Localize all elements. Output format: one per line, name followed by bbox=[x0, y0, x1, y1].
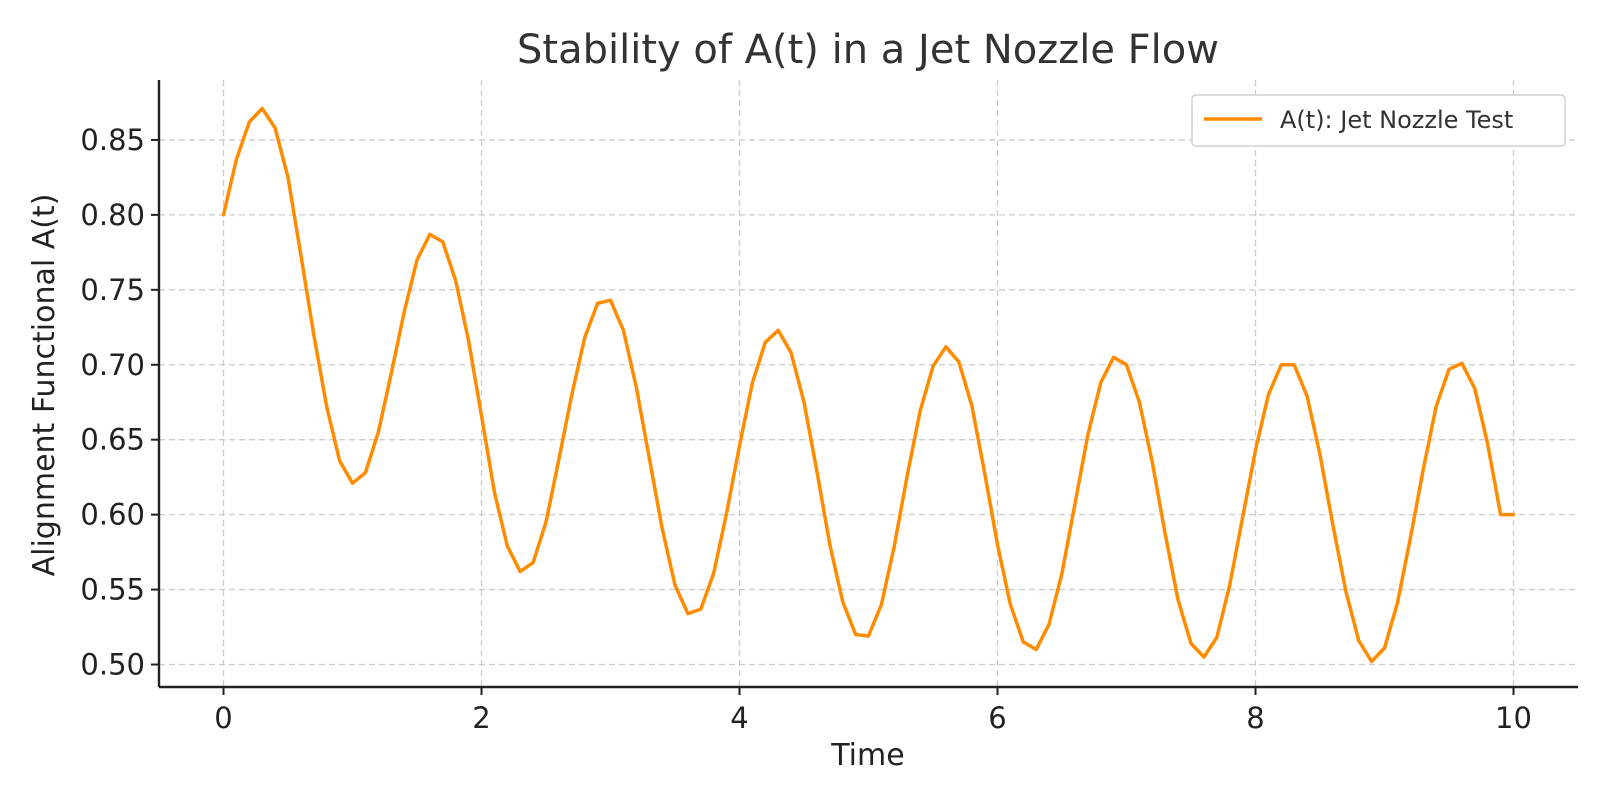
y-tick-label: 0.60 bbox=[80, 498, 145, 532]
x-tick-label: 0 bbox=[214, 701, 232, 735]
series-line bbox=[221, 106, 1516, 664]
legend-box bbox=[1191, 94, 1566, 147]
y-axis-label: Alignment Functional A(t) bbox=[27, 194, 62, 577]
x-tick-label: 6 bbox=[988, 701, 1006, 735]
legend: A(t): Jet Nozzle Test bbox=[1191, 94, 1566, 147]
x-tick-label: 2 bbox=[472, 701, 490, 735]
x-tick-label: 10 bbox=[1495, 701, 1532, 735]
y-tick-label: 0.85 bbox=[80, 123, 145, 157]
y-tick-label: 0.65 bbox=[80, 423, 145, 457]
legend-entry-label: A(t): Jet Nozzle Test bbox=[1280, 106, 1513, 134]
x-tick-label: 8 bbox=[1246, 701, 1264, 735]
series bbox=[221, 106, 1516, 664]
chart-title: Stability of A(t) in a Jet Nozzle Flow bbox=[517, 27, 1219, 73]
tick-labels: 0 2 4 6 8 10 0.50 0.55 0.60 0.65 0.70 0.75 0.80 0.85 bbox=[80, 123, 1532, 735]
axes bbox=[157, 80, 1578, 689]
y-tick-label: 0.55 bbox=[80, 573, 145, 607]
grid bbox=[159, 80, 1578, 687]
x-axis-label: Time bbox=[830, 738, 904, 773]
y-tick-label: 0.80 bbox=[80, 198, 145, 232]
x-tick-label: 4 bbox=[730, 701, 748, 735]
y-tick-label: 0.50 bbox=[80, 648, 145, 682]
y-tick-label: 0.70 bbox=[80, 348, 145, 382]
y-tick-label: 0.75 bbox=[80, 273, 145, 307]
